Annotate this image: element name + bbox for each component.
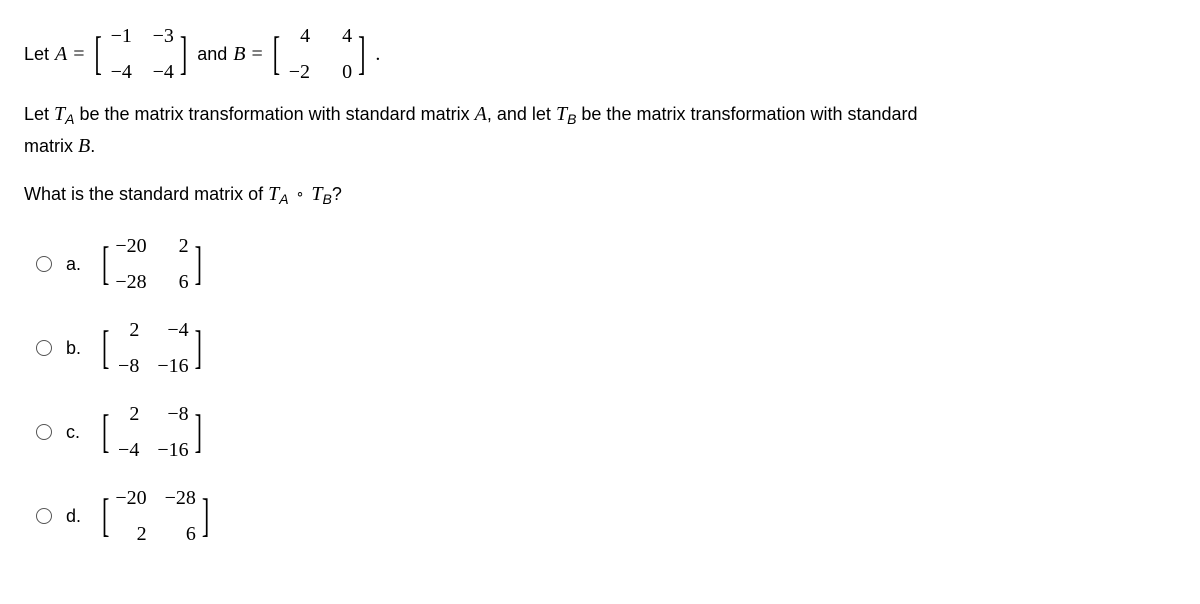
cell: 2 <box>165 230 189 262</box>
text: matrix <box>24 136 78 156</box>
matB-r1c1: 4 <box>286 20 310 52</box>
matrix-A: [ −1 −3 −4 −4 ] <box>95 20 188 88</box>
cell: 2 <box>115 518 146 550</box>
cell: 6 <box>165 266 189 298</box>
option-a[interactable]: a. [ −20 2 −28 6 ] <box>36 230 1176 298</box>
text: Let <box>24 104 54 124</box>
bracket-right-icon: ] <box>195 227 202 301</box>
matA-r1c1: −1 <box>108 20 132 52</box>
sub-B: B <box>323 191 332 207</box>
var-T: T <box>556 103 567 125</box>
para-definitions: Let TA be the matrix transformation with… <box>24 98 1176 162</box>
matrix-option-a: [ −20 2 −28 6 ] <box>102 230 202 298</box>
bracket-right-icon: ] <box>195 395 202 469</box>
option-letter: b. <box>66 334 84 363</box>
matB-r1c2: 4 <box>328 20 352 52</box>
sub-A: A <box>279 191 288 207</box>
option-d[interactable]: d. [ −20 −28 2 6 ] <box>36 482 1176 550</box>
cell: −28 <box>115 266 146 298</box>
cell: 2 <box>115 398 139 430</box>
cell: −4 <box>115 434 139 466</box>
options-list: a. [ −20 2 −28 6 ] b. [ 2 −4 −8 −16 ] <box>36 230 1176 550</box>
matA-r1c2: −3 <box>150 20 174 52</box>
matrix-option-b: [ 2 −4 −8 −16 ] <box>102 314 202 382</box>
bracket-left-icon: [ <box>273 17 280 91</box>
bracket-right-icon: ] <box>358 17 365 91</box>
sub-B: B <box>567 111 576 127</box>
matA-r2c2: −4 <box>150 56 174 88</box>
text: be the matrix transformation with standa… <box>576 104 917 124</box>
question-line: What is the standard matrix of TA ∘ TB? <box>24 178 1176 210</box>
cell: −8 <box>115 350 139 382</box>
var-A: A <box>55 38 67 70</box>
text: ? <box>332 184 342 204</box>
var-A: A <box>475 103 487 125</box>
option-letter: c. <box>66 418 84 447</box>
definition-line: Let A = [ −1 −3 −4 −4 ] and B = [ 4 4 −2… <box>24 20 1176 88</box>
bracket-left-icon: [ <box>102 395 109 469</box>
sub-A: A <box>65 111 74 127</box>
text-and: and <box>197 40 227 69</box>
cell: −28 <box>165 482 196 514</box>
bracket-right-icon: ] <box>180 17 187 91</box>
text: , and let <box>487 104 556 124</box>
cell: 6 <box>165 518 196 550</box>
matB-r2c2: 0 <box>328 56 352 88</box>
eq2: = <box>251 38 262 70</box>
option-c[interactable]: c. [ 2 −8 −4 −16 ] <box>36 398 1176 466</box>
bracket-left-icon: [ <box>102 227 109 301</box>
compose-icon: ∘ <box>296 187 305 202</box>
option-letter: a. <box>66 250 84 279</box>
option-b[interactable]: b. [ 2 −4 −8 −16 ] <box>36 314 1176 382</box>
period: . <box>375 38 380 70</box>
matrix-option-c: [ 2 −8 −4 −16 ] <box>102 398 202 466</box>
matA-r2c1: −4 <box>108 56 132 88</box>
cell: 2 <box>115 314 139 346</box>
cell: −20 <box>115 482 146 514</box>
radio-icon[interactable] <box>36 508 52 524</box>
text: . <box>90 136 95 156</box>
matB-r2c1: −2 <box>286 56 310 88</box>
cell: −20 <box>115 230 146 262</box>
bracket-left-icon: [ <box>102 311 109 385</box>
var-T: T <box>311 183 322 205</box>
bracket-right-icon: ] <box>195 311 202 385</box>
radio-icon[interactable] <box>36 256 52 272</box>
bracket-right-icon: ] <box>202 479 209 553</box>
text: be the matrix transformation with standa… <box>75 104 475 124</box>
cell: −16 <box>157 350 188 382</box>
var-B: B <box>78 135 90 157</box>
text-let: Let <box>24 40 49 69</box>
option-letter: d. <box>66 502 84 531</box>
bracket-left-icon: [ <box>95 17 102 91</box>
matrix-option-d: [ −20 −28 2 6 ] <box>102 482 209 550</box>
cell: −8 <box>157 398 188 430</box>
var-T: T <box>268 183 279 205</box>
cell: −16 <box>157 434 188 466</box>
eq: = <box>73 38 84 70</box>
var-T: T <box>54 103 65 125</box>
radio-icon[interactable] <box>36 340 52 356</box>
bracket-left-icon: [ <box>102 479 109 553</box>
radio-icon[interactable] <box>36 424 52 440</box>
cell: −4 <box>157 314 188 346</box>
text: What is the standard matrix of <box>24 184 268 204</box>
matrix-B: [ 4 4 −2 0 ] <box>273 20 366 88</box>
var-B: B <box>233 38 245 70</box>
